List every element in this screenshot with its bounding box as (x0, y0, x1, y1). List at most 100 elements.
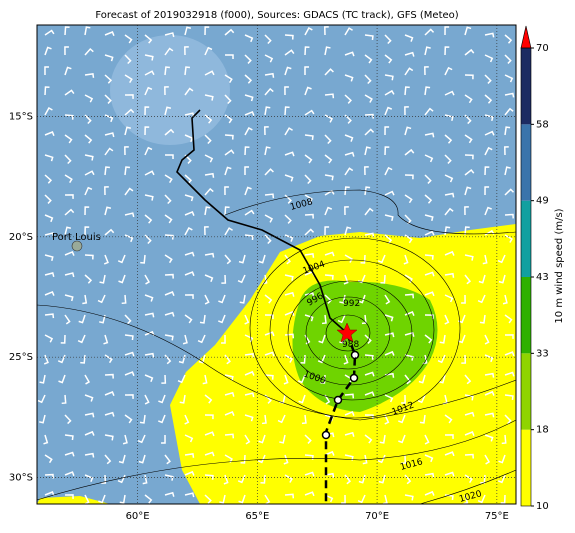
island (71, 240, 83, 252)
wind-barb (204, 431, 215, 437)
wind-barb (382, 494, 388, 504)
wind-barb (477, 494, 486, 504)
wind-barb (144, 194, 154, 201)
wind-barb (164, 47, 174, 56)
colorbar-extend (520, 25, 532, 49)
wind-barb (124, 74, 133, 84)
wind-barb (218, 294, 226, 304)
wind-barb (164, 311, 175, 317)
wind-barb (424, 66, 429, 76)
wind-barb (498, 454, 506, 464)
wind-barb (118, 454, 126, 464)
wind-barb (64, 451, 75, 457)
wind-barb (84, 254, 94, 260)
wind-barb (404, 311, 415, 316)
wind-barb (324, 154, 333, 164)
isobars (37, 189, 516, 504)
wind-barb (44, 313, 55, 319)
wind-barb (324, 450, 335, 456)
colorbar: 10 18 33 43 49 58 70 (520, 25, 549, 512)
wind-barb (221, 334, 226, 344)
wind-barb (380, 274, 386, 284)
wind-barb (419, 414, 426, 424)
wind-barb (124, 212, 135, 218)
wind-barb (84, 186, 93, 196)
colorbar-segment (521, 200, 531, 277)
wind-barb (324, 226, 330, 236)
wind-barb (444, 90, 455, 96)
wind-barb (324, 251, 335, 257)
wind-barb (464, 206, 469, 216)
wind-barb (484, 412, 495, 418)
wind-barb (461, 294, 466, 304)
wind-barb (261, 414, 267, 425)
wind-barb (184, 210, 195, 216)
wind-barb (219, 494, 226, 504)
wind-barb (184, 174, 193, 184)
wind-barb (99, 274, 106, 284)
wind-barb (224, 74, 233, 84)
wind-barb (44, 214, 54, 223)
wind-barb (264, 214, 274, 223)
wind-barb (257, 454, 266, 464)
wind-barb (263, 126, 269, 136)
wind-barb (504, 213, 514, 219)
wind-barb (204, 274, 214, 283)
wind-barb (124, 371, 135, 377)
wind-barb (324, 46, 331, 56)
wind-barb (264, 168, 274, 176)
wind-barb (204, 294, 210, 305)
wind-barb (104, 114, 114, 123)
wind-barb (304, 46, 310, 56)
wind-barb (44, 272, 55, 278)
wind-barb (64, 66, 72, 76)
wind-barb (37, 394, 46, 404)
wind-barb (64, 114, 74, 120)
wind-barb (444, 451, 455, 457)
wind-barb (304, 252, 315, 258)
wind-barb (84, 94, 94, 103)
wind-barb (444, 46, 450, 56)
wind-barb (337, 314, 346, 324)
wind-barb (184, 134, 194, 143)
wind-barb (144, 352, 155, 358)
wind-barb (164, 273, 174, 279)
wind-barb (304, 154, 313, 164)
wind-barb (384, 146, 390, 156)
wind-barb (64, 434, 74, 441)
wind-barb (224, 186, 229, 196)
wind-barb (124, 394, 134, 399)
wind-barb (64, 494, 74, 499)
wind-barb (384, 350, 395, 356)
wind-barb (484, 146, 493, 156)
wind-barb (344, 27, 353, 36)
wind-barb (464, 226, 470, 236)
wind-barb (204, 94, 214, 101)
wind-barb (484, 114, 494, 122)
wind-barb (104, 373, 114, 379)
wind-barb (444, 471, 455, 477)
wind-barb (264, 234, 272, 245)
wind-barb (184, 470, 195, 476)
wind-barb (424, 107, 434, 116)
wind-barb (44, 29, 55, 36)
wind-barb (84, 134, 93, 144)
wind-barb (364, 166, 369, 176)
wind-barb (84, 73, 95, 78)
wind-barb (82, 294, 88, 305)
wind-barb (304, 434, 312, 444)
contour-label: 988 (342, 340, 359, 350)
wind-barb (204, 206, 211, 216)
wind-barb (98, 494, 106, 504)
wind-barb (80, 354, 86, 364)
wind-barb (138, 454, 146, 464)
wind-barb (284, 354, 293, 363)
wind-barb (84, 47, 94, 56)
wind-barb (158, 394, 166, 404)
wind-barb (144, 234, 152, 245)
wind-barb (44, 334, 54, 343)
wind-barb (404, 293, 415, 299)
wind-barb (264, 87, 274, 96)
wind-barb (404, 494, 414, 501)
wind-barb (384, 414, 390, 425)
